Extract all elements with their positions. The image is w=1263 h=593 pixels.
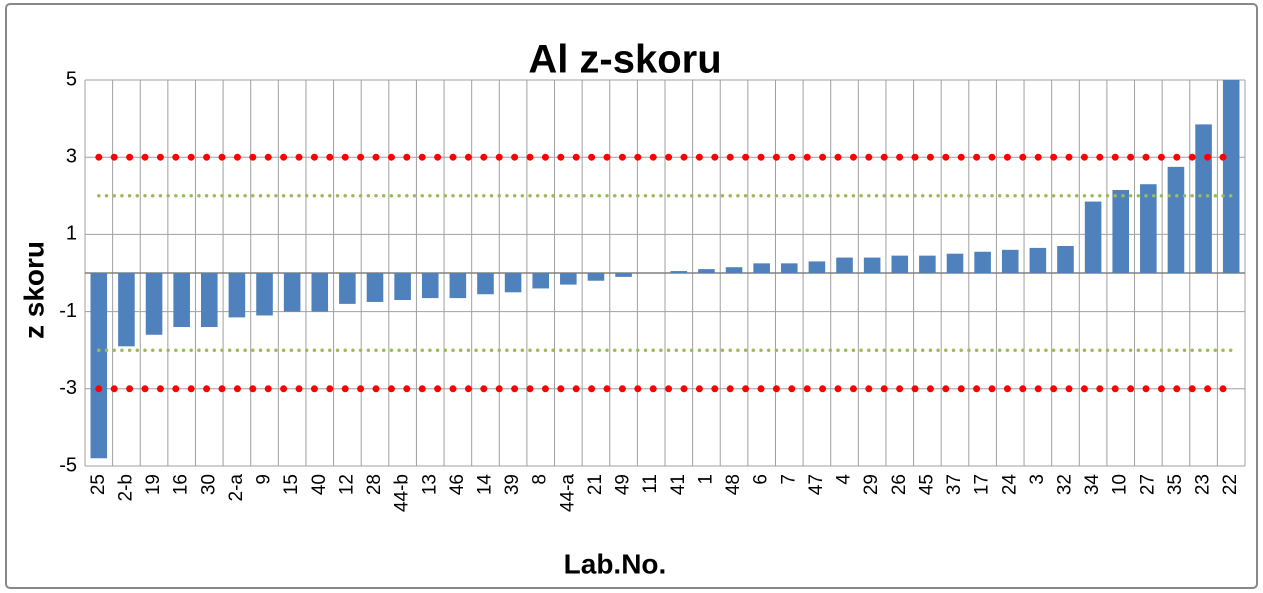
x-axis-label: Lab.No.: [564, 548, 667, 579]
x-tick-label: 4: [834, 474, 855, 485]
x-tick-label: 26: [889, 474, 910, 495]
bar: [698, 269, 715, 273]
bar: [366, 273, 384, 302]
x-tick-label: 45: [916, 474, 937, 495]
bar: [201, 273, 218, 328]
y-tick-label: -1: [59, 300, 77, 322]
bar: [836, 257, 853, 273]
x-tick-label: 13: [419, 474, 440, 495]
bar: [560, 273, 577, 285]
bar: [421, 273, 439, 299]
bar: [1222, 80, 1240, 273]
bar: [1029, 247, 1047, 273]
x-tick-label: 11: [640, 474, 661, 494]
x-tick-label: 37: [944, 474, 965, 495]
x-tick-label: 25: [88, 474, 109, 495]
x-tick-label: 32: [1054, 474, 1075, 495]
bar: [670, 271, 688, 273]
x-tick-label: 24: [999, 474, 1020, 496]
x-tick-label: 44-b: [392, 474, 413, 512]
x-tick-label: 1: [695, 474, 716, 485]
x-tick-label: 27: [1137, 474, 1158, 495]
x-tick-label: 49: [613, 474, 634, 495]
bar: [1057, 245, 1074, 273]
x-tick-label: 2-b: [115, 474, 136, 501]
bar: [1167, 166, 1185, 273]
y-tick-label: 5: [66, 68, 77, 90]
bar: [615, 273, 632, 277]
bar: [339, 273, 356, 304]
bar: [919, 255, 936, 273]
x-tick-label: 46: [447, 474, 468, 495]
bar: [118, 273, 135, 347]
bar: [90, 273, 108, 459]
bar: [1084, 201, 1102, 273]
x-tick-label: 34: [1082, 474, 1103, 496]
bar: [1001, 249, 1019, 273]
bar: [1140, 184, 1157, 273]
x-tick-label: 10: [1110, 474, 1131, 495]
bar: [145, 273, 163, 335]
x-tick-label: 14: [474, 474, 495, 496]
x-tick-label: 29: [861, 474, 882, 495]
frame: [5, 3, 1258, 589]
x-tick-label: 8: [530, 474, 551, 485]
bar: [283, 273, 301, 312]
y-tick-label: -3: [59, 377, 77, 399]
x-tick-label: 19: [143, 474, 164, 495]
x-tick-label: 15: [281, 474, 302, 495]
bar: [725, 267, 743, 273]
bar: [311, 273, 329, 312]
bar: [781, 263, 798, 273]
bar: [173, 273, 190, 328]
bar: [808, 261, 826, 273]
bar: [394, 273, 411, 301]
bar: [477, 273, 494, 295]
x-tick-label: 30: [198, 474, 219, 495]
x-tick-label: 47: [806, 474, 827, 495]
bar: [532, 273, 549, 289]
bar: [974, 251, 991, 273]
x-tick-label: 44-a: [557, 474, 578, 512]
bar: [1112, 190, 1129, 273]
x-tick-label: 3: [1027, 474, 1048, 485]
y-axis-label: z skoru: [18, 241, 49, 339]
x-tick-label: 16: [171, 474, 192, 495]
x-tick-label: 2-a: [226, 474, 247, 502]
bar: [587, 273, 605, 281]
x-tick-label: 6: [751, 474, 772, 485]
x-tick-label: 7: [778, 474, 799, 485]
x-tick-label: 41: [668, 474, 689, 495]
bar: [256, 273, 273, 316]
x-tick-label: 28: [364, 474, 385, 495]
bar: [228, 273, 246, 318]
x-tick-label: 48: [723, 474, 744, 495]
x-tick-label: 21: [585, 474, 606, 495]
x-tick-label: 23: [1193, 474, 1214, 495]
y-tick-label: 3: [66, 145, 77, 167]
x-tick-label: 12: [336, 474, 357, 495]
x-tick-label: 39: [502, 474, 523, 495]
bar: [449, 273, 467, 299]
x-tick-label: 17: [972, 474, 993, 495]
y-tick-label: -5: [59, 454, 77, 476]
bar: [1195, 124, 1212, 273]
chart-title: Al z-skoru: [528, 38, 721, 82]
bar: [891, 255, 909, 273]
x-tick-label: 9: [254, 474, 275, 485]
y-tick-label: 1: [66, 223, 77, 245]
bar: [753, 263, 770, 273]
bar: [504, 273, 522, 293]
x-tick-label: 22: [1220, 474, 1241, 495]
x-tick-label: 40: [309, 474, 330, 495]
x-tick-label: 35: [1165, 474, 1186, 495]
bar: [863, 257, 881, 273]
bar: [946, 253, 964, 273]
